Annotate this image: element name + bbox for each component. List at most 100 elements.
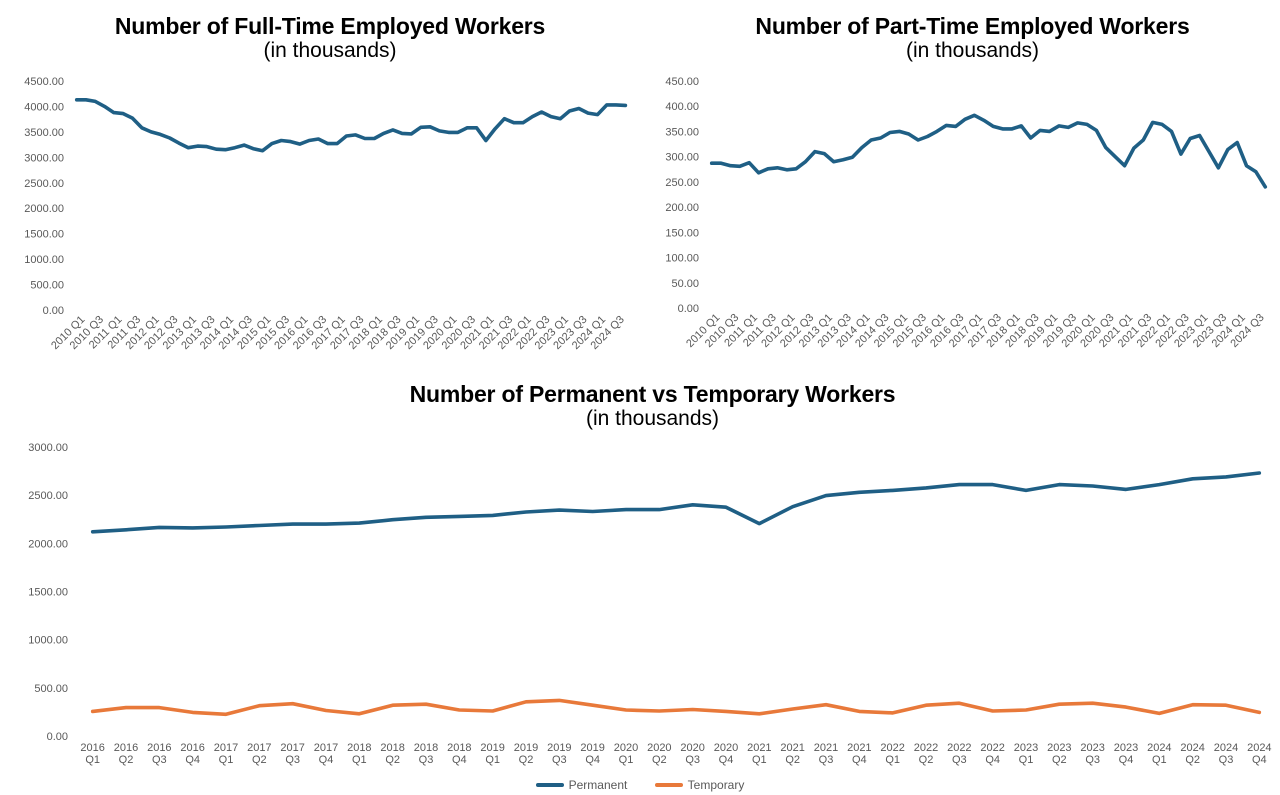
permtemp-xtick-label: 2024: [1214, 742, 1238, 754]
fulltime-chart-title: Number of Full-Time Employed Workers: [114, 13, 546, 39]
permtemp-chart-subtitle: (in thousands): [585, 407, 720, 430]
parttime-ytick-label: 150.00: [665, 227, 699, 239]
permtemp-xtick-label: Q2: [385, 754, 400, 766]
fulltime-chart-title-block: Number of Full-Time Employed Workers (in…: [0, 13, 660, 62]
permtemp-xtick-label: Q3: [952, 754, 967, 766]
permtemp-xtick-label: Q2: [1052, 754, 1067, 766]
permtemp-series-line-0: [90, 471, 1262, 534]
legend-label-permanent: Permanent: [568, 778, 628, 792]
legend-swatch-permanent: [535, 783, 564, 787]
permtemp-xtick-label: 2016: [80, 742, 104, 754]
parttime-ytick-label: 350.00: [665, 126, 699, 138]
parttime-ytick-label: 50.00: [671, 278, 699, 290]
permtemp-xtick-label: Q1: [1152, 754, 1167, 766]
permtemp-xtick-label: 2020: [614, 742, 638, 754]
permtemp-ytick-label: 2500.00: [28, 490, 68, 502]
fulltime-series-line-0: [74, 98, 628, 153]
permtemp-xtick-label: Q3: [819, 754, 834, 766]
fulltime-ytick-label: 1500.00: [24, 229, 64, 241]
permtemp-series-line-1: [90, 698, 1262, 717]
legend-item-permanent: Permanent: [535, 778, 628, 792]
permtemp-xtick-label: Q2: [919, 754, 934, 766]
permtemp-xtick-label: 2020: [647, 742, 671, 754]
permtemp-xtick-label: 2022: [980, 742, 1004, 754]
permtemp-xtick-label: 2024: [1147, 742, 1171, 754]
permtemp-xtick-label: Q1: [352, 754, 367, 766]
fulltime-ytick-label: 3500.00: [24, 127, 64, 139]
fulltime-ytick-label: 4500.00: [24, 76, 64, 88]
fulltime-chart-panel: Number of Full-Time Employed Workers (in…: [0, 0, 640, 365]
permtemp-xtick-label: 2017: [247, 742, 271, 754]
permtemp-xtick-label: Q4: [985, 754, 1000, 766]
permtemp-xtick-label: Q1: [219, 754, 234, 766]
permtemp-xtick-label: 2021: [780, 742, 804, 754]
permtemp-ytick-label: 1000.00: [28, 635, 68, 647]
permtemp-ytick-label: 500.00: [34, 683, 68, 695]
fulltime-ytick-label: 0.00: [43, 305, 64, 317]
permtemp-xtick-label: 2023: [1047, 742, 1071, 754]
permtemp-chart-title: Number of Permanent vs Temporary Workers: [409, 381, 896, 407]
parttime-ytick-label: 250.00: [665, 177, 699, 189]
permtemp-legend: Permanent Temporary: [0, 776, 1280, 792]
permtemp-xtick-label: Q3: [285, 754, 300, 766]
permtemp-xtick-label: 2021: [847, 742, 871, 754]
permtemp-xtick-label: Q4: [452, 754, 467, 766]
permtemp-xtick-label: Q3: [152, 754, 167, 766]
permtemp-xtick-label: 2019: [514, 742, 538, 754]
fulltime-ytick-label: 2000.00: [24, 203, 64, 215]
permtemp-xtick-label: 2018: [447, 742, 471, 754]
fulltime-ytick-label: 2500.00: [24, 178, 64, 190]
permtemp-xtick-label: Q3: [1219, 754, 1234, 766]
permtemp-xtick-label: 2018: [414, 742, 438, 754]
permtemp-xtick-label: 2020: [680, 742, 704, 754]
permtemp-xtick-label: Q3: [1085, 754, 1100, 766]
fulltime-ytick-label: 500.00: [30, 280, 64, 292]
permtemp-xtick-label: 2023: [1080, 742, 1104, 754]
parttime-ytick-label: 200.00: [665, 202, 699, 214]
permtemp-xtick-label: Q2: [1185, 754, 1200, 766]
permtemp-xtick-label: 2022: [914, 742, 938, 754]
permtemp-xtick-label: 2018: [347, 742, 371, 754]
permtemp-xtick-label: Q2: [785, 754, 800, 766]
permtemp-ytick-label: 1500.00: [28, 587, 68, 599]
permtemp-xtick-label: Q1: [485, 754, 500, 766]
parttime-chart-subtitle: (in thousands): [905, 39, 1040, 62]
permtemp-xtick-label: 2020: [714, 742, 738, 754]
permtemp-xtick-label: 2022: [947, 742, 971, 754]
permtemp-xtick-label: Q2: [519, 754, 534, 766]
permtemp-ytick-label: 2000.00: [28, 538, 68, 550]
permtemp-ytick-label: 0.00: [47, 731, 68, 743]
permtemp-xtick-label: Q2: [119, 754, 134, 766]
permtemp-ytick-label: 3000.00: [28, 442, 68, 454]
permtemp-xtick-label: 2024: [1180, 742, 1204, 754]
legend-swatch-temporary: [654, 783, 683, 787]
parttime-ytick-label: 100.00: [665, 253, 699, 265]
parttime-chart-panel: Number of Part-Time Employed Workers (in…: [640, 0, 1280, 365]
permtemp-chart-panel: Number of Permanent vs Temporary Workers…: [0, 365, 1280, 795]
permtemp-xtick-label: Q2: [252, 754, 267, 766]
permtemp-xtick-label: Q3: [685, 754, 700, 766]
permtemp-xtick-label: Q4: [1252, 754, 1267, 766]
permtemp-xtick-label: 2017: [280, 742, 304, 754]
fulltime-ytick-label: 4000.00: [24, 101, 64, 113]
permtemp-xtick-label: Q4: [852, 754, 867, 766]
permtemp-xtick-label: 2016: [147, 742, 171, 754]
permtemp-xtick-label: 2022: [880, 742, 904, 754]
parttime-ytick-label: 400.00: [665, 101, 699, 113]
parttime-chart-title: Number of Part-Time Employed Workers: [755, 13, 1190, 39]
permtemp-xtick-label: Q4: [1119, 754, 1134, 766]
permtemp-chart-title-block: Number of Permanent vs Temporary Workers…: [0, 381, 1280, 430]
permtemp-xtick-label: 2017: [214, 742, 238, 754]
permtemp-xtick-label: 2016: [114, 742, 138, 754]
permtemp-xtick-label: 2018: [380, 742, 404, 754]
parttime-ytick-label: 300.00: [665, 152, 699, 164]
permtemp-xtick-label: Q2: [652, 754, 667, 766]
permtemp-xtick-label: Q1: [85, 754, 100, 766]
permtemp-xtick-label: 2021: [814, 742, 838, 754]
permtemp-xtick-label: Q1: [619, 754, 634, 766]
fulltime-chart-subtitle: (in thousands): [263, 39, 397, 62]
permtemp-xtick-label: 2019: [547, 742, 571, 754]
permtemp-xtick-label: 2019: [580, 742, 604, 754]
parttime-ytick-label: 0.00: [678, 303, 699, 315]
